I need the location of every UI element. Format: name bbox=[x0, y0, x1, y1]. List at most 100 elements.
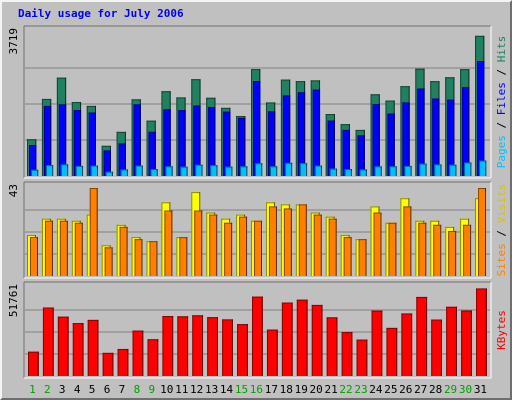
bar-files-day-2 bbox=[43, 105, 52, 176]
x-tick-label-day-24: 24 bbox=[369, 383, 383, 396]
bar-kbytes-day-25 bbox=[386, 327, 398, 376]
x-tick-label-day-17: 17 bbox=[265, 383, 278, 396]
bar-pages-day-30 bbox=[464, 162, 472, 176]
bar-pages-day-26 bbox=[404, 165, 412, 176]
series-separator: / bbox=[495, 62, 508, 82]
bar-pages-day-9 bbox=[150, 169, 158, 176]
bar-sites-day-8 bbox=[134, 239, 143, 276]
y-max-label-requests: 3719 bbox=[7, 28, 20, 55]
series-label-hits: Hits bbox=[495, 36, 508, 63]
bar-sites-day-5 bbox=[89, 188, 98, 276]
bar-files-day-26 bbox=[402, 102, 410, 176]
bar-files-day-3 bbox=[58, 104, 67, 176]
bar-files-day-7 bbox=[118, 143, 126, 176]
bar-pages-day-13 bbox=[210, 165, 218, 176]
bar-kbytes-day-28 bbox=[431, 319, 443, 376]
x-tick-label-day-10: 10 bbox=[160, 383, 173, 396]
bar-sites-day-16 bbox=[254, 220, 262, 276]
bar-files-day-6 bbox=[103, 150, 111, 176]
bar-files-day-14 bbox=[223, 111, 231, 176]
bar-files-day-8 bbox=[133, 104, 141, 176]
bar-kbytes-day-19 bbox=[296, 299, 308, 376]
series-labels-visits: Sites / Visits bbox=[495, 184, 508, 277]
bar-sites-day-9 bbox=[149, 241, 158, 276]
y-max-label-visits: 43 bbox=[7, 184, 20, 197]
bar-files-day-24 bbox=[372, 103, 380, 176]
bar-kbytes-day-5 bbox=[87, 319, 99, 376]
bar-pages-day-28 bbox=[434, 164, 442, 176]
bar-kbytes-day-11 bbox=[177, 316, 189, 376]
bar-kbytes-day-23 bbox=[356, 339, 368, 376]
bar-kbytes-day-14 bbox=[222, 319, 233, 376]
bar-pages-day-27 bbox=[419, 163, 427, 176]
bar-sites-day-27 bbox=[418, 222, 427, 276]
series-label-sites: Sites bbox=[495, 243, 508, 276]
bar-sites-day-28 bbox=[433, 224, 442, 276]
bar-files-day-15 bbox=[238, 117, 246, 176]
bar-sites-day-29 bbox=[448, 230, 457, 276]
bar-sites-day-11 bbox=[179, 237, 188, 276]
series-label-kbytes: KBytes bbox=[495, 310, 508, 350]
bar-kbytes-day-7 bbox=[117, 348, 129, 376]
bar-sites-day-20 bbox=[313, 214, 322, 276]
bar-kbytes-day-4 bbox=[72, 323, 84, 376]
bar-files-day-5 bbox=[88, 112, 97, 176]
x-tick-label-day-7: 7 bbox=[119, 383, 126, 396]
x-tick-label-day-6: 6 bbox=[104, 383, 111, 396]
y-max-label-kbytes: 51761 bbox=[7, 284, 20, 317]
x-tick-label-day-11: 11 bbox=[175, 383, 188, 396]
bar-files-day-12 bbox=[193, 105, 201, 176]
bar-files-day-11 bbox=[178, 110, 186, 176]
x-tick-label-day-16: 16 bbox=[250, 383, 263, 396]
bar-files-day-10 bbox=[163, 109, 171, 176]
bar-pages-day-12 bbox=[195, 164, 203, 176]
x-tick-label-day-13: 13 bbox=[205, 383, 218, 396]
bar-sites-day-4 bbox=[74, 222, 83, 276]
x-tick-label-day-18: 18 bbox=[280, 383, 293, 396]
bar-sites-day-25 bbox=[388, 222, 397, 276]
bar-kbytes-day-8 bbox=[132, 330, 144, 376]
x-tick-label-day-22: 22 bbox=[339, 383, 352, 396]
bar-pages-day-29 bbox=[449, 164, 457, 176]
bar-kbytes-day-15 bbox=[237, 324, 248, 376]
bar-files-day-28 bbox=[432, 98, 440, 176]
x-tick-label-day-21: 21 bbox=[324, 383, 337, 396]
bar-pages-day-16 bbox=[255, 163, 263, 176]
series-labels-requests: Pages / Files / Hits bbox=[495, 36, 508, 169]
bar-pages-day-24 bbox=[374, 166, 382, 176]
bar-kbytes-day-16 bbox=[252, 296, 263, 376]
x-tick-label-day-4: 4 bbox=[74, 383, 81, 396]
bar-kbytes-day-18 bbox=[281, 302, 293, 376]
bar-kbytes-day-17 bbox=[266, 329, 278, 376]
bar-sites-day-30 bbox=[463, 224, 472, 276]
bar-kbytes-day-31 bbox=[476, 288, 487, 376]
x-tick-label-day-30: 30 bbox=[459, 383, 472, 396]
bar-pages-day-14 bbox=[225, 166, 233, 176]
bar-sites-day-1 bbox=[30, 237, 38, 276]
bar-files-day-19 bbox=[297, 92, 306, 176]
bar-pages-day-10 bbox=[165, 166, 173, 176]
bar-pages-day-25 bbox=[389, 166, 397, 176]
x-tick-label-day-1: 1 bbox=[29, 383, 36, 396]
bar-pages-day-1 bbox=[31, 169, 39, 176]
bar-pages-day-21 bbox=[329, 168, 337, 176]
bar-sites-day-21 bbox=[328, 218, 337, 276]
bar-sites-day-19 bbox=[298, 204, 307, 276]
bar-kbytes-day-26 bbox=[401, 313, 413, 376]
bar-files-day-25 bbox=[387, 113, 395, 176]
x-tick-label-day-9: 9 bbox=[149, 383, 156, 396]
bar-files-day-31 bbox=[477, 61, 485, 176]
bar-pages-day-17 bbox=[269, 166, 278, 176]
bar-pages-day-2 bbox=[45, 165, 54, 176]
bar-files-day-27 bbox=[417, 88, 425, 176]
series-labels-kbytes: KBytes bbox=[495, 310, 508, 350]
bar-sites-day-2 bbox=[44, 220, 53, 276]
bar-pages-day-19 bbox=[299, 163, 308, 176]
bar-pages-day-22 bbox=[344, 169, 352, 176]
bar-kbytes-day-24 bbox=[371, 310, 383, 376]
bar-files-day-20 bbox=[312, 89, 321, 176]
bar-kbytes-day-30 bbox=[461, 310, 472, 376]
bar-sites-day-15 bbox=[239, 216, 248, 276]
